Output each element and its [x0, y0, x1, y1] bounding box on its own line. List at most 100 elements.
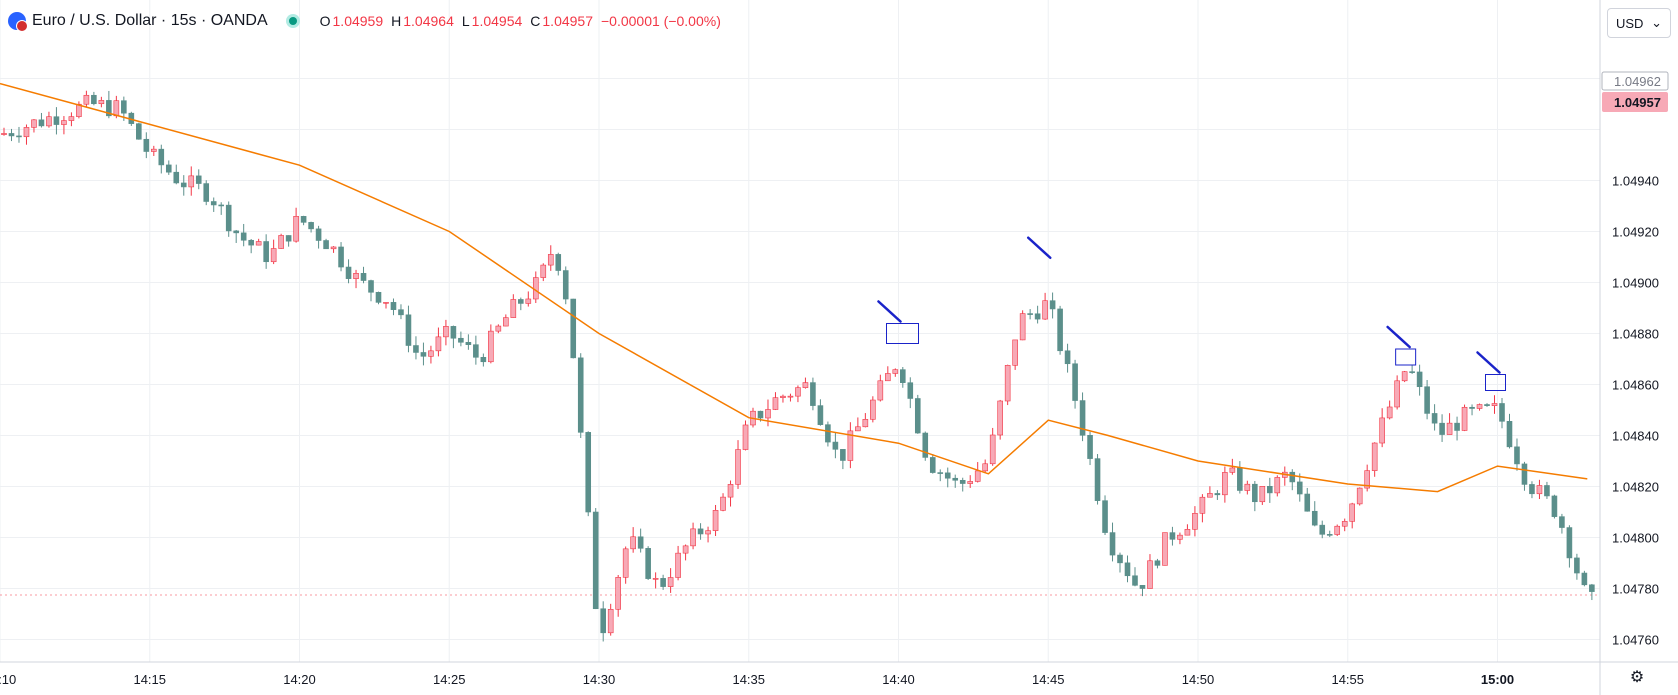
candle-body [158, 148, 165, 166]
high-key: H [391, 13, 402, 29]
candle-body [495, 325, 502, 332]
candle-body [278, 235, 284, 249]
symbol-title[interactable]: Euro / U.S. Dollar · 15s · OANDA [32, 12, 268, 29]
candle-body [712, 510, 719, 531]
candle-body [136, 123, 142, 140]
chevron-down-icon: ⌄ [1651, 15, 1662, 30]
candle-body [1, 133, 7, 135]
candle-body [8, 133, 15, 137]
candle-body [832, 441, 839, 450]
candle-body [1177, 534, 1183, 540]
candle-body [443, 326, 449, 338]
candle-body [645, 548, 651, 579]
candle-body [562, 270, 569, 300]
candle-body [360, 273, 367, 281]
candle-body [967, 481, 974, 484]
candle-body [465, 341, 472, 345]
candle-body [263, 241, 269, 263]
candle-body [855, 426, 861, 432]
candle-body [847, 430, 854, 461]
candle-body [1117, 554, 1123, 564]
candle-body [652, 578, 659, 580]
candle-body [23, 127, 30, 138]
candle-body [1379, 417, 1385, 444]
candle-body [1551, 495, 1558, 517]
candle-body [1237, 467, 1243, 491]
candle-body [1012, 339, 1018, 366]
price-scale-label: 1.04900 [1612, 276, 1659, 291]
candle-body [772, 397, 779, 410]
candle-body [188, 175, 195, 188]
currency-selector[interactable]: USD ⌄ [1607, 8, 1671, 38]
candle-body [480, 357, 487, 363]
annotation-arrow[interactable] [1027, 236, 1052, 259]
candle-body [735, 449, 741, 485]
time-scale-label: 14:45 [1032, 672, 1065, 687]
candle-body [974, 470, 981, 482]
candle-body [982, 463, 988, 472]
candle-body [1371, 442, 1378, 471]
candle-body [53, 116, 60, 125]
candle-body [1326, 534, 1333, 536]
candle-body [787, 395, 794, 398]
candle-body [1469, 406, 1475, 409]
candle-body [570, 298, 577, 359]
candle-body [667, 577, 674, 587]
candle-body [1192, 513, 1198, 530]
annotation-arrow[interactable] [1476, 351, 1501, 374]
market-open-status-icon [285, 14, 300, 28]
candle-body [1072, 363, 1078, 401]
candle-body [1304, 493, 1311, 512]
candle-body [622, 548, 629, 578]
price-scale-label: 1.04780 [1612, 582, 1659, 597]
candle-body [173, 171, 180, 184]
candle-body [1409, 371, 1415, 373]
annotation-box[interactable] [1485, 374, 1506, 391]
annotation-arrow[interactable] [877, 300, 902, 323]
time-scale-label: 14:10 [0, 672, 16, 687]
high-value: 1.04964 [403, 13, 454, 29]
candle-body [1169, 532, 1176, 540]
candle-body [1154, 560, 1161, 566]
candle-body [488, 330, 494, 363]
candle-body [1401, 371, 1408, 382]
candle-body [607, 608, 614, 634]
candle-body [532, 277, 539, 300]
candle-body [31, 119, 37, 128]
candle-body [195, 175, 202, 184]
gear-icon[interactable]: ⚙ [1629, 669, 1645, 686]
candle-body [255, 241, 262, 246]
annotation-arrow[interactable] [1386, 325, 1411, 349]
candle-body [375, 291, 382, 303]
header-background [0, 0, 760, 40]
candle-body [1476, 404, 1483, 409]
candle-body [907, 382, 914, 399]
candle-body [802, 382, 809, 388]
candle-body [1439, 422, 1445, 435]
candle-body [368, 280, 374, 293]
annotation-box[interactable] [1395, 348, 1417, 366]
candle-body [705, 530, 711, 535]
candle-body [952, 477, 959, 481]
candle-body [1536, 485, 1543, 495]
candle-body [780, 395, 786, 398]
candle-body [248, 239, 254, 246]
candle-body [1162, 532, 1168, 566]
candle-body [98, 100, 105, 105]
candle-body [203, 183, 210, 202]
candle-body [76, 103, 82, 117]
candle-body [1356, 487, 1363, 505]
candle-body [937, 472, 944, 474]
annotation-box[interactable] [886, 323, 919, 344]
candle-body [473, 344, 479, 358]
candle-body [113, 100, 120, 117]
candle-body [1589, 584, 1595, 592]
candle-body [270, 248, 277, 263]
time-scale-label: 14:55 [1331, 672, 1364, 687]
time-scale-label: 14:25 [433, 672, 466, 687]
candle-body [600, 608, 607, 634]
candle-body [989, 434, 996, 465]
candle-body [458, 337, 464, 343]
candle-body [450, 326, 457, 339]
